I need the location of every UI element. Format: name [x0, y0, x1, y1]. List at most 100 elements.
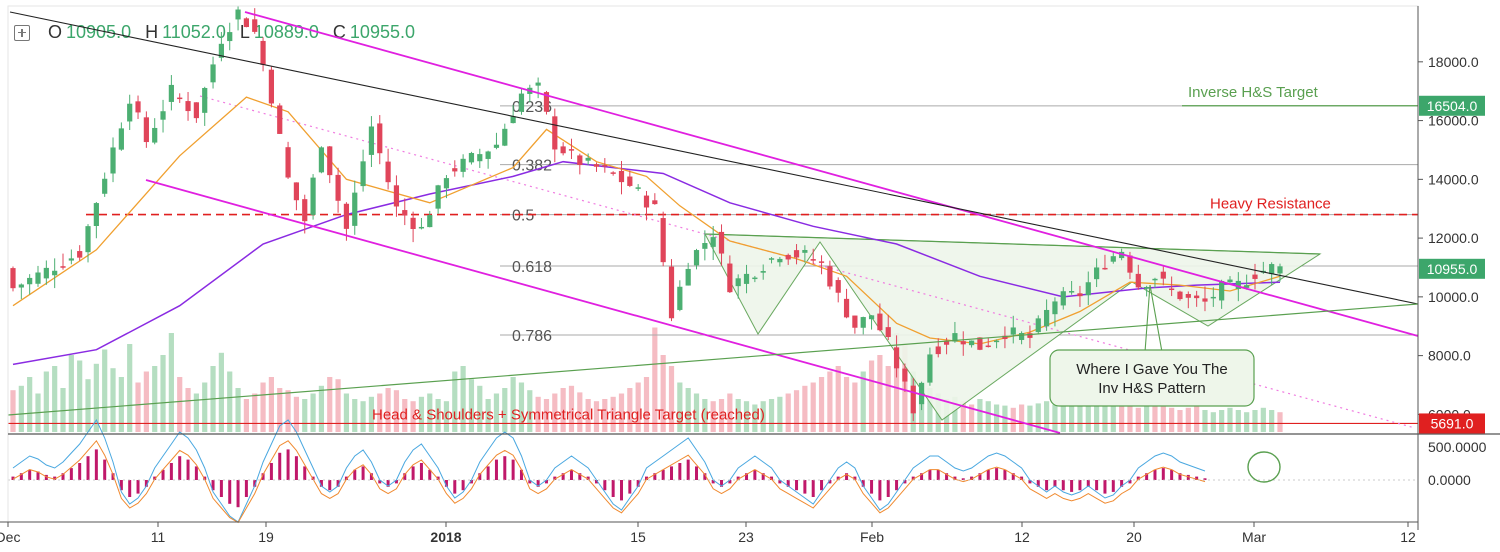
macd-histogram-bar	[686, 459, 690, 480]
volume-bar	[552, 393, 558, 432]
macd-histogram-bar	[1061, 480, 1065, 491]
candle-body	[727, 263, 733, 293]
volume-bar	[993, 404, 1000, 432]
macd-histogram-bar	[569, 469, 573, 480]
candle-body	[185, 101, 191, 112]
macd-histogram-bar	[28, 469, 32, 480]
macd-histogram-bar	[1003, 469, 1007, 480]
candle-body	[435, 185, 441, 209]
candle-body	[752, 277, 758, 280]
candle-body	[27, 277, 33, 285]
volume-bar	[460, 366, 466, 432]
candle-body	[343, 203, 350, 229]
macd-histogram-bar	[361, 466, 365, 480]
macd-histogram-bar	[745, 473, 749, 480]
macd-histogram-bar	[911, 476, 915, 480]
macd-histogram-bar	[1111, 480, 1115, 492]
candle-body	[468, 152, 475, 163]
volume-bar	[585, 399, 591, 432]
candle-body	[1144, 287, 1150, 289]
macd-histogram-bar	[961, 478, 965, 480]
candle-body	[827, 266, 833, 287]
macd-histogram-bar	[1136, 476, 1140, 480]
candle-body	[1052, 301, 1058, 315]
macd-histogram-bar	[920, 473, 924, 480]
candle-body	[1077, 293, 1083, 297]
macd-histogram-bar	[269, 463, 273, 480]
open-label: O	[48, 22, 63, 42]
y-tick-label: 18000.0	[1428, 54, 1479, 70]
candle-body	[852, 315, 858, 328]
candle-body	[927, 354, 933, 383]
candle-body	[493, 144, 500, 148]
volume-bar	[1044, 401, 1050, 432]
volume-bar	[110, 368, 116, 432]
volume-bar	[1235, 410, 1241, 432]
macd-histogram-bar	[1153, 469, 1157, 480]
candle-body	[1160, 271, 1166, 279]
candle-body	[985, 345, 991, 348]
volume-bar	[385, 388, 391, 432]
candle-body	[560, 146, 566, 154]
volume-bar	[410, 401, 416, 432]
candle-body	[1244, 285, 1250, 288]
macd-histogram-bar	[811, 480, 815, 497]
volume-bar	[977, 399, 983, 432]
volume-bar	[960, 401, 966, 432]
candle-body	[568, 149, 575, 151]
y-tick-label: 8000.0	[1428, 348, 1471, 364]
macd-histogram-bar	[153, 476, 157, 480]
candle-body	[952, 333, 958, 342]
annotation-callout	[1049, 349, 1255, 407]
candle-body	[277, 105, 283, 134]
candle-body	[352, 192, 358, 226]
volume-bar	[752, 404, 758, 432]
macd-histogram-bar	[995, 468, 999, 480]
volume-bar	[743, 401, 750, 432]
candle-body	[85, 226, 91, 253]
candle-body	[110, 147, 116, 174]
macd-histogram-bar	[378, 480, 382, 484]
candle-body	[202, 87, 208, 113]
macd-histogram-bar	[678, 463, 682, 480]
macd-histogram-bar	[11, 476, 15, 480]
low-label: L	[239, 22, 250, 42]
volume-bar	[1185, 407, 1191, 432]
candle-body	[1269, 264, 1275, 275]
macd-histogram-bar	[1053, 480, 1057, 487]
macd-histogram-bar	[144, 480, 148, 487]
volume-bar	[118, 377, 124, 432]
candle-body	[993, 340, 1000, 343]
macd-histogram-bar	[69, 468, 73, 480]
macd-histogram-bar	[845, 473, 849, 480]
y-tick-label: 10000.0	[1428, 289, 1479, 305]
macd-histogram-bar	[645, 476, 648, 480]
fib-level-label: 0.5	[512, 208, 534, 225]
volume-bar	[368, 396, 375, 432]
candle-body	[318, 147, 325, 173]
volume-bar	[877, 355, 883, 432]
volume-bar	[52, 366, 58, 432]
volume-bar	[1144, 405, 1150, 432]
hs-target-label: Head & Shoulders + Symmetrical Triangle …	[372, 406, 765, 423]
macd-histogram-bar	[336, 480, 340, 487]
volume-bar	[785, 393, 791, 432]
candle-body	[1110, 256, 1116, 262]
expand-icon[interactable]	[14, 24, 30, 41]
candle-body	[793, 250, 800, 258]
candle-body	[1018, 333, 1025, 340]
volume-bar	[177, 377, 183, 432]
candle-body	[1069, 291, 1075, 293]
macd-histogram-bar	[86, 456, 90, 480]
volume-bar	[577, 392, 583, 432]
volume-bar	[260, 382, 266, 432]
volume-bar	[1269, 410, 1275, 432]
candle-body	[910, 385, 916, 414]
macd-histogram-bar	[586, 476, 590, 480]
candle-body	[643, 195, 650, 208]
macd-histogram-bar	[886, 480, 890, 497]
volume-bar	[760, 401, 766, 432]
volume-bar	[502, 388, 508, 432]
macd-histogram-bar	[945, 473, 949, 480]
